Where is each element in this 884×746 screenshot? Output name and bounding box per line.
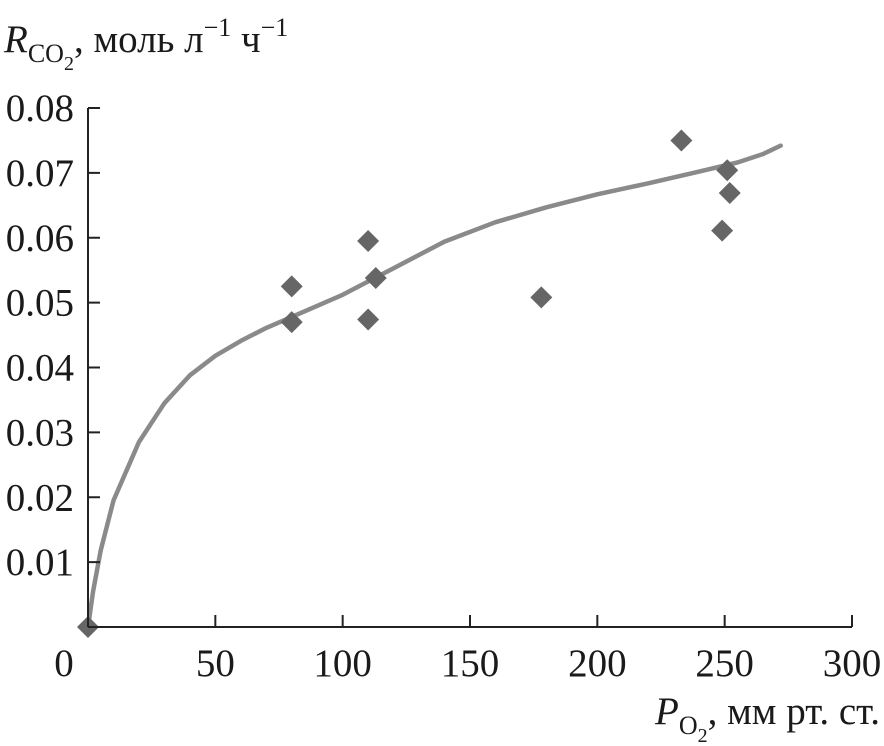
data-point xyxy=(716,159,739,182)
x-tick-label: 0 xyxy=(54,642,74,685)
y-tick-label: 0.05 xyxy=(6,282,74,325)
data-point xyxy=(357,308,380,331)
x-axis-title: PO2, мм рт. ст. xyxy=(654,690,880,746)
data-points-layer xyxy=(77,129,741,638)
y-tick-label: 0.02 xyxy=(6,476,74,519)
x-tick-label: 200 xyxy=(568,642,627,685)
y-tick-label: 0.03 xyxy=(6,411,74,454)
data-point xyxy=(711,219,734,242)
data-point xyxy=(364,266,387,289)
y-tick-label: 0.06 xyxy=(6,217,74,260)
data-point xyxy=(530,286,553,309)
y-tick-label: 0.01 xyxy=(6,541,74,584)
data-point xyxy=(357,229,380,252)
data-point xyxy=(718,181,741,204)
data-point xyxy=(280,275,303,298)
x-tick-label: 250 xyxy=(695,642,754,685)
x-tick-label: 100 xyxy=(313,642,372,685)
y-axis-title: RCO2, моль л−1 ч−1 xyxy=(3,13,288,75)
fit-curve-layer xyxy=(85,143,783,630)
axes-layer: 0.01 0.02 0.03 0.04 0.05 0.06 0.07 0.08 0 50 100 15… xyxy=(6,87,882,685)
y-tick-label: 0.04 xyxy=(6,347,74,390)
data-point xyxy=(280,311,303,334)
fit-curve xyxy=(85,143,783,630)
x-tick-label: 50 xyxy=(196,642,235,685)
x-tick-label: 300 xyxy=(823,642,882,685)
y-tick-label: 0.07 xyxy=(6,152,74,195)
y-tick-label: 0.08 xyxy=(6,87,74,130)
x-tick-label: 150 xyxy=(441,642,500,685)
data-point xyxy=(670,129,693,152)
